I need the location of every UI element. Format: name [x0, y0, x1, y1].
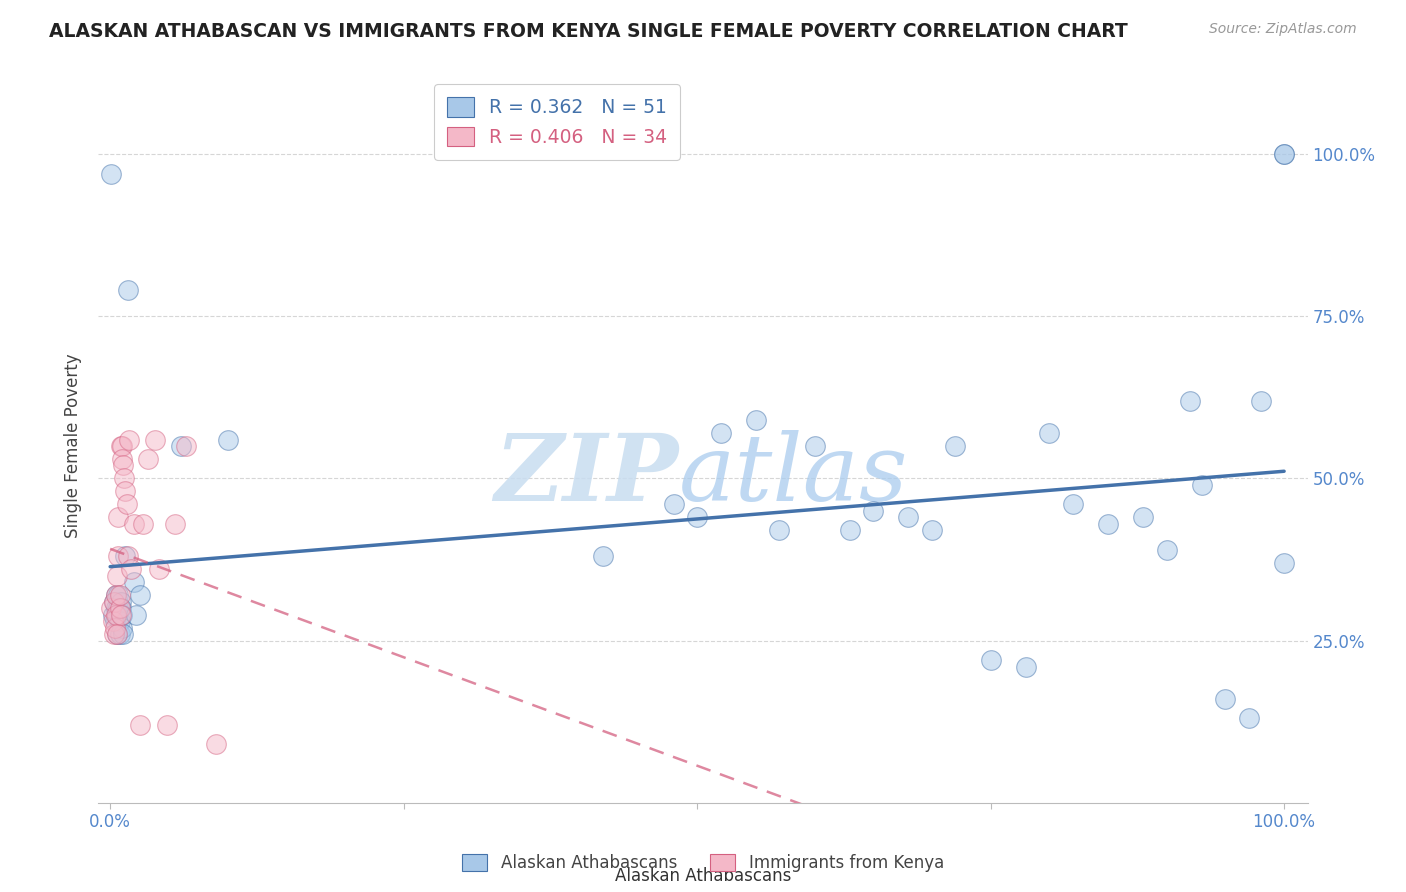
- Point: [114, 484, 136, 499]
- Point: [105, 627, 128, 641]
- Point: [128, 588, 150, 602]
- Point: [1038, 425, 1060, 440]
- Point: [803, 439, 825, 453]
- Point: [1015, 659, 1038, 673]
- Point: [662, 497, 685, 511]
- Point: [945, 439, 967, 453]
- Point: [1237, 711, 1260, 725]
- Point: [107, 549, 129, 564]
- Point: [103, 595, 125, 609]
- Point: [111, 439, 134, 453]
- Point: [105, 607, 128, 622]
- Point: [204, 738, 226, 752]
- Point: [1191, 478, 1213, 492]
- Point: [110, 607, 132, 622]
- Point: [122, 575, 145, 590]
- Point: [1250, 393, 1272, 408]
- Point: [1062, 497, 1084, 511]
- Point: [117, 549, 139, 564]
- Point: [111, 452, 134, 467]
- Point: [745, 413, 768, 427]
- Point: [115, 497, 138, 511]
- Point: [128, 718, 150, 732]
- Point: [768, 524, 790, 538]
- Point: [686, 510, 709, 524]
- Point: [105, 601, 128, 615]
- Point: [120, 562, 142, 576]
- Point: [921, 524, 943, 538]
- Point: [103, 627, 125, 641]
- Point: [862, 504, 884, 518]
- Point: [980, 653, 1002, 667]
- Point: [117, 283, 139, 297]
- Point: [1272, 147, 1295, 161]
- Point: [125, 607, 148, 622]
- Text: Alaskan Athabascans: Alaskan Athabascans: [614, 867, 792, 885]
- Point: [897, 510, 920, 524]
- Point: [105, 627, 128, 641]
- Point: [107, 588, 129, 602]
- Text: ZIP: ZIP: [495, 430, 679, 519]
- Y-axis label: Single Female Poverty: Single Female Poverty: [65, 354, 83, 538]
- Point: [105, 588, 128, 602]
- Point: [217, 433, 239, 447]
- Point: [101, 614, 124, 628]
- Legend: Alaskan Athabascans, Immigrants from Kenya: Alaskan Athabascans, Immigrants from Ken…: [456, 847, 950, 879]
- Point: [104, 614, 127, 628]
- Point: [136, 452, 159, 467]
- Point: [1272, 147, 1295, 161]
- Point: [105, 588, 128, 602]
- Point: [110, 601, 132, 615]
- Point: [148, 562, 170, 576]
- Point: [111, 607, 134, 622]
- Point: [1156, 542, 1178, 557]
- Point: [105, 607, 128, 622]
- Point: [105, 568, 128, 582]
- Point: [176, 439, 198, 453]
- Point: [1215, 692, 1237, 706]
- Point: [108, 601, 131, 615]
- Point: [710, 425, 733, 440]
- Point: [112, 627, 135, 641]
- Point: [163, 516, 186, 531]
- Point: [132, 516, 155, 531]
- Point: [122, 516, 145, 531]
- Point: [107, 510, 129, 524]
- Point: [118, 433, 141, 447]
- Point: [110, 439, 132, 453]
- Point: [104, 621, 127, 635]
- Point: [112, 471, 135, 485]
- Point: [101, 607, 124, 622]
- Point: [111, 621, 134, 635]
- Point: [1180, 393, 1202, 408]
- Point: [108, 614, 131, 628]
- Point: [592, 549, 614, 564]
- Text: Source: ZipAtlas.com: Source: ZipAtlas.com: [1209, 22, 1357, 37]
- Point: [112, 458, 135, 473]
- Point: [103, 595, 125, 609]
- Point: [100, 601, 122, 615]
- Point: [143, 433, 166, 447]
- Point: [1097, 516, 1119, 531]
- Point: [108, 588, 131, 602]
- Point: [1132, 510, 1154, 524]
- Point: [110, 595, 132, 609]
- Point: [155, 718, 177, 732]
- Point: [114, 549, 136, 564]
- Legend: R = 0.362   N = 51, R = 0.406   N = 34: R = 0.362 N = 51, R = 0.406 N = 34: [434, 85, 681, 160]
- Text: ALASKAN ATHABASCAN VS IMMIGRANTS FROM KENYA SINGLE FEMALE POVERTY CORRELATION CH: ALASKAN ATHABASCAN VS IMMIGRANTS FROM KE…: [49, 22, 1128, 41]
- Point: [169, 439, 191, 453]
- Point: [1272, 556, 1295, 570]
- Point: [108, 627, 131, 641]
- Text: atlas: atlas: [679, 430, 908, 519]
- Point: [107, 601, 129, 615]
- Point: [838, 524, 860, 538]
- Point: [100, 167, 122, 181]
